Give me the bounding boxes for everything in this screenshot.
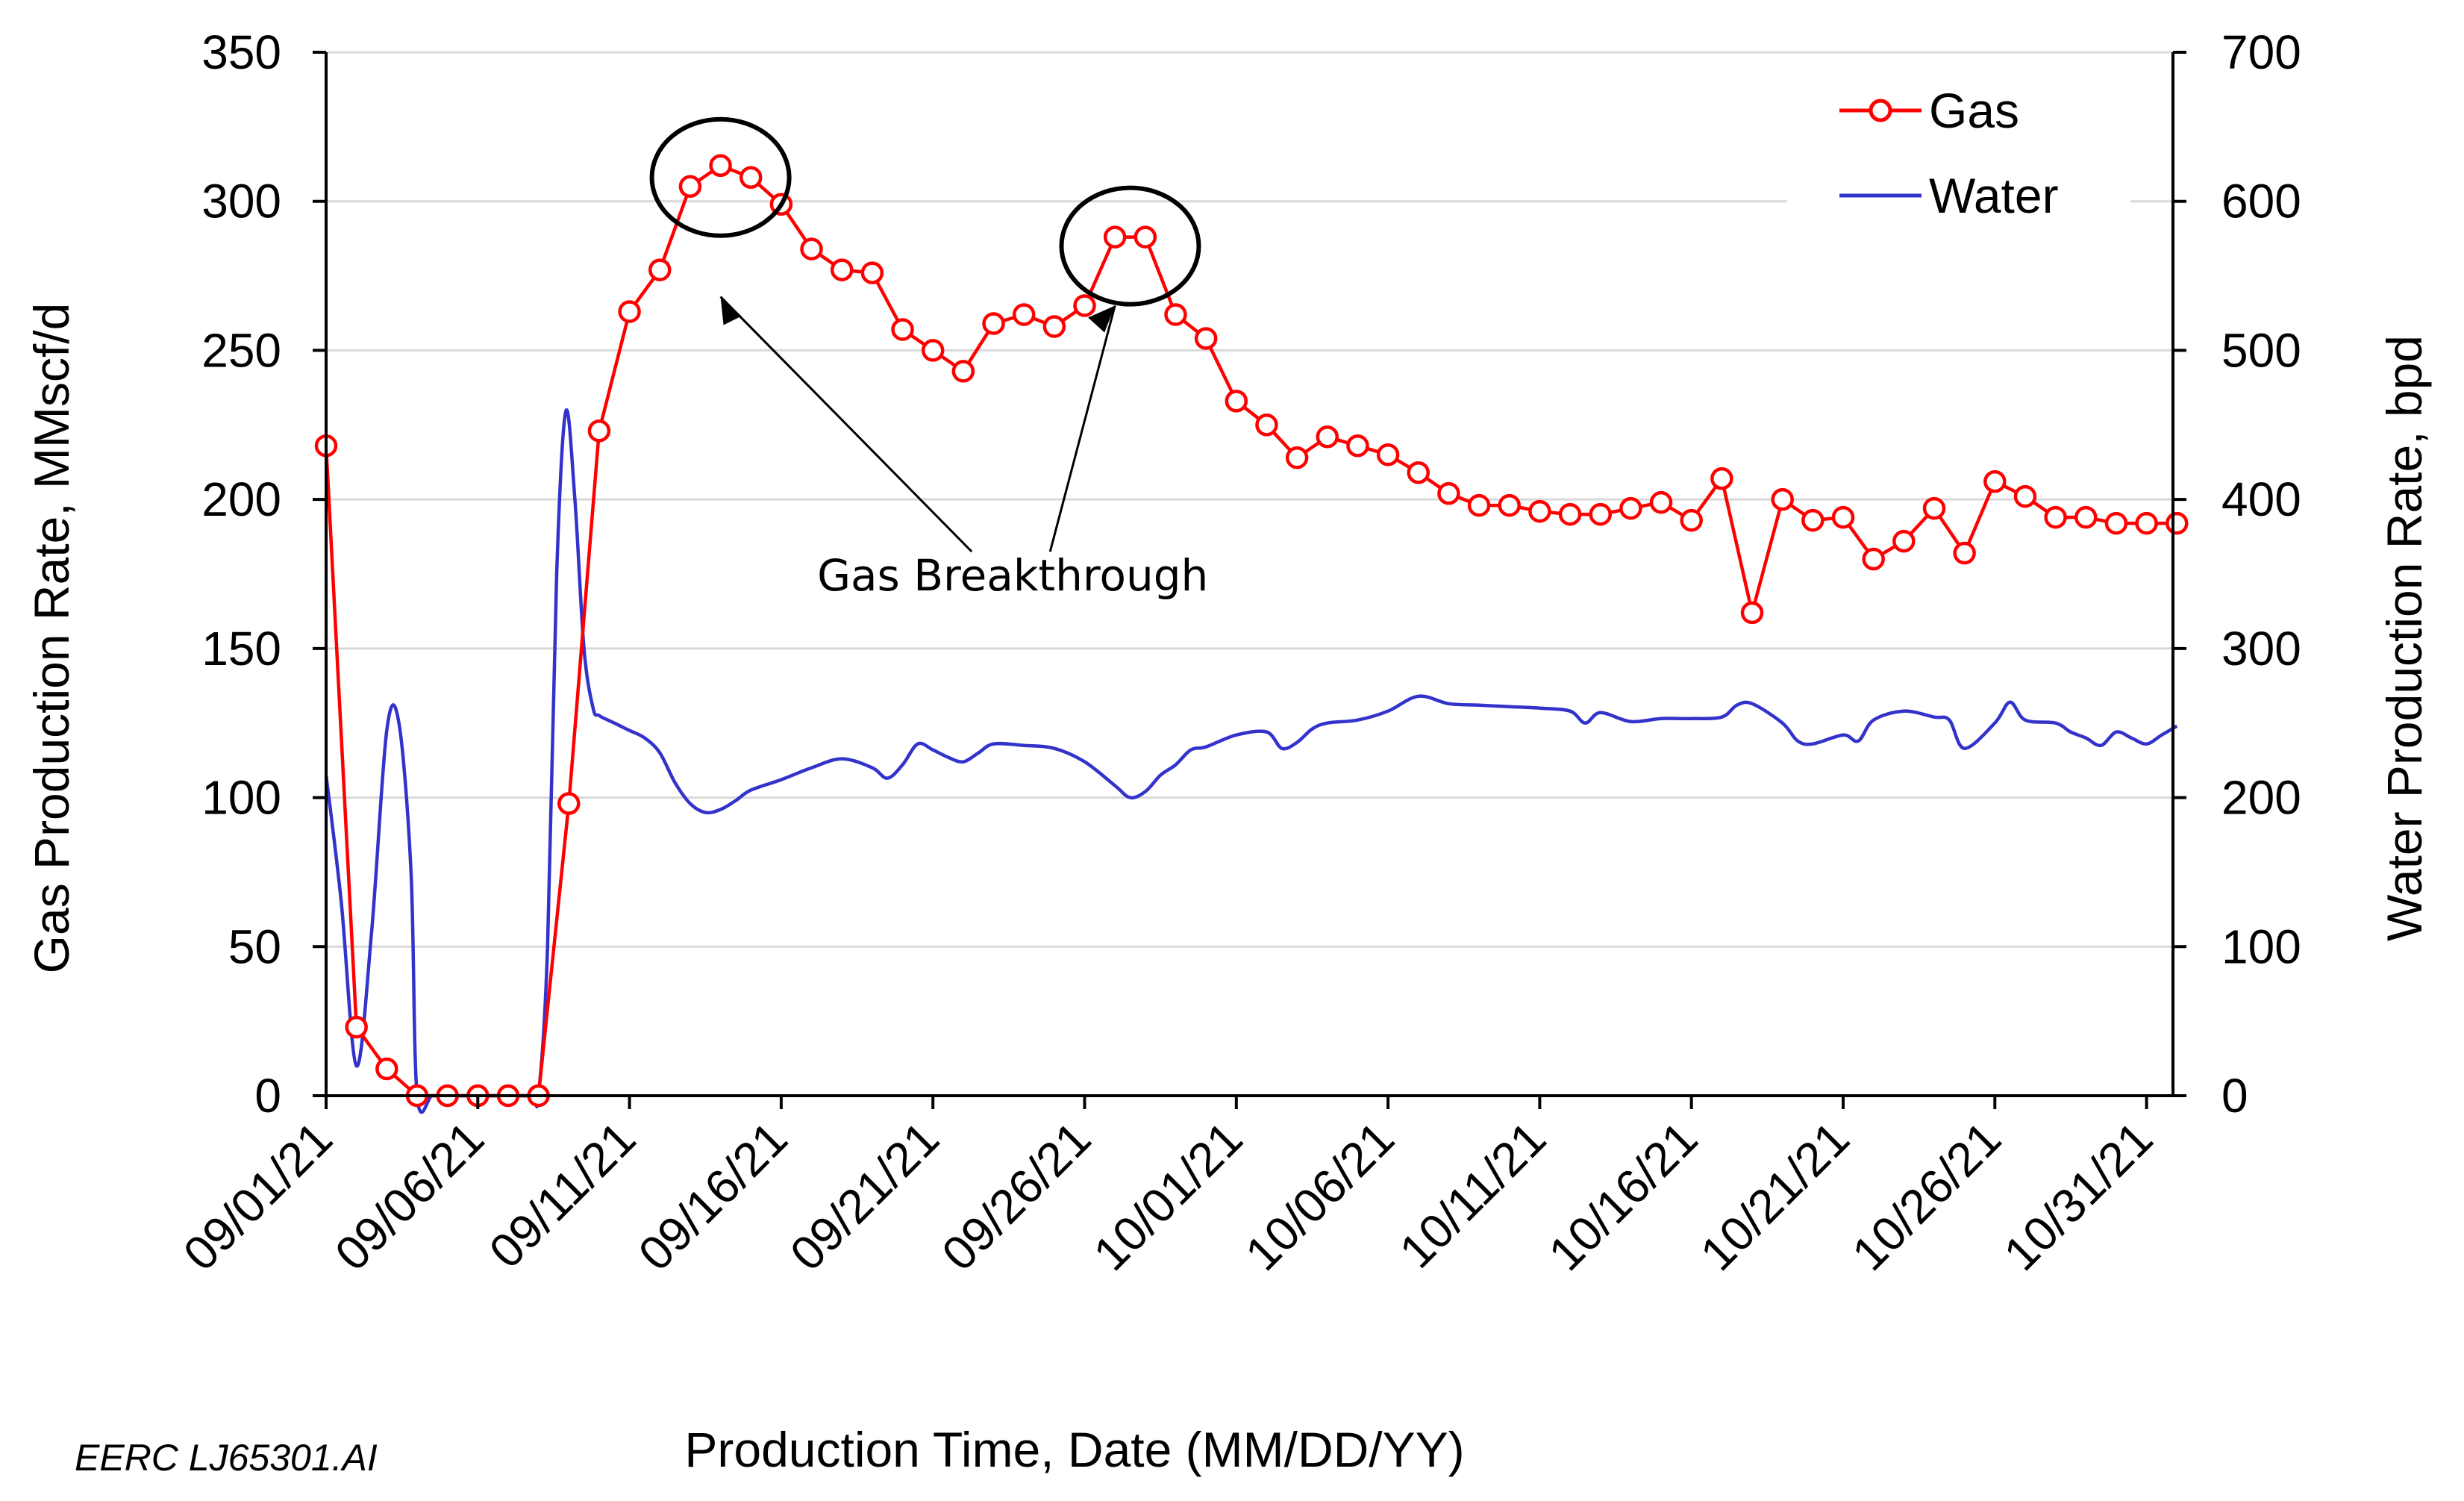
gas-point [1194, 327, 1218, 350]
gas-point [618, 300, 641, 323]
annotations: Gas Breakthrough [649, 116, 1260, 605]
gas-point [1164, 303, 1187, 326]
annotation-arrow-1 [719, 296, 973, 553]
y2-tick-label: 700 [2221, 25, 2301, 79]
annotation-arrow-2 [1048, 305, 1116, 552]
gas-point [921, 339, 945, 362]
y2-tick-label: 400 [2221, 472, 2301, 526]
gas-point [1892, 529, 1916, 553]
gas-point [1467, 493, 1491, 517]
annotation-arrowhead-2 [1088, 305, 1116, 333]
y2-tick-label: 300 [2221, 622, 2301, 675]
gas-point [1589, 502, 1612, 526]
y2-tick-label: 500 [2221, 323, 2301, 377]
gas-point [830, 258, 854, 281]
y-tick-label: 300 [201, 175, 281, 228]
y2-axis-title: Water Production Rate, bpd [2377, 335, 2432, 941]
y-tick-label: 350 [201, 25, 281, 79]
gas-point [1285, 446, 1309, 469]
y-axis-title: Gas Production Rate, MMscf/d [24, 303, 79, 974]
gas-point [1498, 493, 1521, 517]
gas-point [1680, 508, 1703, 532]
gas-point [1558, 502, 1582, 526]
gas-point [1103, 225, 1127, 249]
gas-point [1922, 496, 1946, 520]
gas-point [1801, 508, 1824, 532]
gas-point [800, 237, 823, 260]
y2-tick-label: 200 [2221, 771, 2301, 825]
gas-point [1983, 469, 2007, 493]
gas-point [345, 1015, 368, 1039]
gas-point [1012, 303, 1036, 326]
legend-gas-marker [1869, 99, 1892, 122]
gas-point [1528, 499, 1551, 523]
gas-point [2104, 511, 2128, 535]
axes [313, 51, 2186, 1109]
gas-point [951, 360, 975, 383]
gas-point [1225, 390, 1248, 413]
gas-point [1437, 481, 1460, 505]
y-tick-label: 0 [254, 1069, 281, 1123]
credit-label: EERC LJ65301.AI [75, 1437, 378, 1479]
gas-point [1619, 496, 1642, 520]
gas-point [648, 258, 672, 281]
gas-point [1740, 601, 1764, 625]
gas-point [1133, 225, 1157, 249]
gas-point [587, 419, 611, 443]
y-tick-label: 250 [201, 323, 281, 377]
y2-tick-label: 0 [2221, 1069, 2248, 1123]
gas-point [860, 261, 884, 284]
breakthrough-ellipse [1059, 185, 1201, 307]
legend-gas-label: Gas [1929, 83, 2019, 138]
gas-point [982, 312, 1005, 335]
gas-point [1073, 294, 1096, 317]
gas-point [1710, 466, 1733, 490]
y2-tick-label: 100 [2221, 920, 2301, 973]
breakthrough-ellipse [649, 116, 792, 238]
y-tick-label: 50 [228, 920, 281, 973]
gas-point [2013, 484, 2037, 508]
gas-point [678, 175, 702, 198]
gas-point [1255, 414, 1278, 437]
gas-point [2135, 511, 2158, 535]
gas-point [557, 792, 581, 815]
y-tick-label: 200 [201, 472, 281, 526]
gas-point [1376, 443, 1400, 466]
gas-point [375, 1057, 398, 1081]
legend-background [1787, 75, 2130, 239]
gas-point [1953, 541, 1976, 565]
gas-point [2074, 505, 2098, 529]
gas-point [2166, 511, 2189, 535]
gas-point [1042, 315, 1066, 338]
gas-point [739, 166, 763, 190]
gas-point [1649, 490, 1673, 514]
annotation-text: Gas Breakthrough [817, 550, 1208, 601]
y2-tick-label: 600 [2221, 175, 2301, 228]
gas-point [1862, 547, 1885, 571]
annotation-background [766, 522, 1260, 605]
gas-point [1346, 434, 1369, 458]
legend-water-label: Water [1929, 168, 2059, 223]
gas-point [1831, 505, 1855, 529]
legend: Gas Water [1787, 75, 2130, 239]
y-tick-label: 150 [201, 622, 281, 675]
gas-point [1771, 487, 1794, 511]
gas-point [1407, 461, 1430, 484]
gas-point [2044, 505, 2067, 529]
gas-point [709, 154, 732, 178]
x-axis-title: Production Time, Date (MM/DD/YY) [684, 1422, 1464, 1477]
annotation-arrowhead-1 [720, 296, 742, 325]
gas-point [891, 318, 914, 341]
gas-point [1316, 425, 1339, 449]
y-tick-label: 100 [201, 771, 281, 825]
